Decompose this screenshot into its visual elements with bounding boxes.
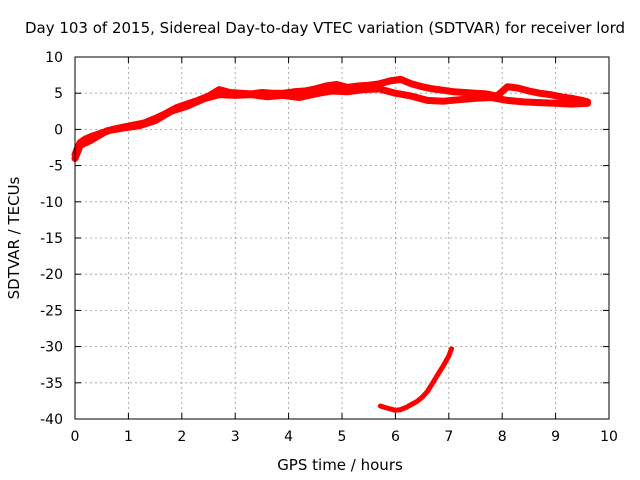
series-line-3 <box>377 346 454 413</box>
grid <box>75 57 609 419</box>
y-axis-label: SDTVAR / TECUs <box>5 176 23 299</box>
x-tick-label: 0 <box>71 429 80 445</box>
x-tick-label: 1 <box>124 429 133 445</box>
y-tick-label: 0 <box>54 122 63 138</box>
x-tick-label: 5 <box>338 429 347 445</box>
x-tick-label: 10 <box>600 429 618 445</box>
x-tick-label: 3 <box>231 429 240 445</box>
x-tick-label: 2 <box>177 429 186 445</box>
chart-title: Day 103 of 2015, Sidereal Day-to-day VTE… <box>25 19 625 37</box>
y-tick-label: -40 <box>40 412 63 428</box>
series-layer <box>71 75 592 413</box>
y-tick-label: 5 <box>54 86 63 102</box>
y-tick-label: 10 <box>45 50 63 66</box>
series-line-2 <box>71 85 592 162</box>
y-tick-label: -30 <box>40 340 63 356</box>
y-tick-label: -25 <box>40 303 63 319</box>
y-tick-label: -20 <box>40 267 63 283</box>
y-tick-label: -35 <box>40 376 63 392</box>
x-tick-label: 9 <box>551 429 560 445</box>
x-tick-label: 4 <box>284 429 293 445</box>
y-tick-label: -15 <box>40 231 63 247</box>
y-tick-label: -10 <box>40 195 63 211</box>
y-tick-label: -5 <box>49 159 63 175</box>
axis-ticks: 0 1 2 3 4 5 6 7 8 9 10 -40 -35 -30 -25 -20 -15 -10 -5 0 5 10 <box>40 50 618 445</box>
x-tick-label: 6 <box>391 429 400 445</box>
x-tick-label: 8 <box>498 429 507 445</box>
x-axis-label: GPS time / hours <box>277 456 403 474</box>
x-tick-label: 7 <box>444 429 453 445</box>
